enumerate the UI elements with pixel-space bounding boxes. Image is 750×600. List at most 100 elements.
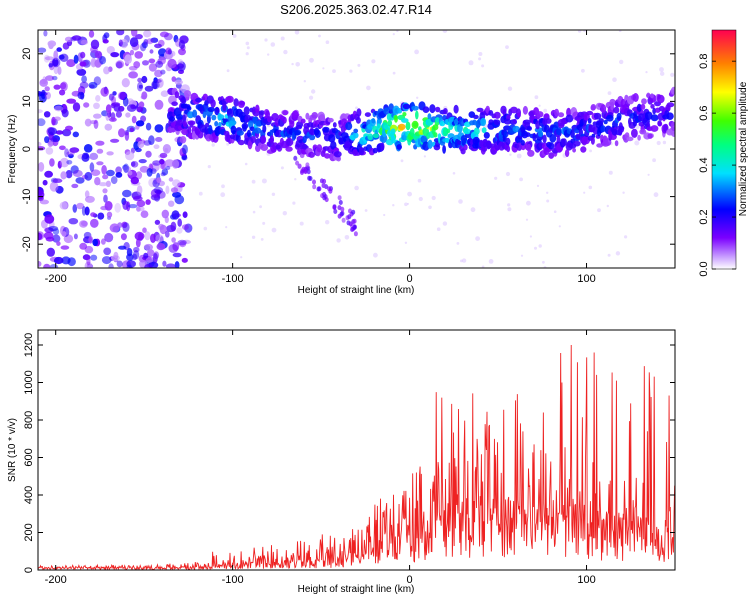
spectrogram-ridge-cell <box>205 122 210 128</box>
spectrogram-noise-cell <box>44 136 50 144</box>
spectrogram-noise-cell <box>160 69 166 75</box>
spectrogram-noise-cell <box>60 245 70 250</box>
spectrogram-faint-cell <box>336 238 341 243</box>
spectrogram-noise-cell <box>141 75 148 84</box>
spectrogram-faint-cell <box>538 104 541 107</box>
spectrogram-noise-cell <box>142 227 147 233</box>
spectrogram-ridge-cell <box>483 132 490 139</box>
spectrogram-noise-cell <box>90 254 98 261</box>
spectrogram-faint-cell <box>354 185 359 191</box>
spectrogram-xtick-label: -100 <box>222 273 244 285</box>
spectrogram-noise-cell <box>104 201 113 211</box>
spectrogram-noise-cell <box>122 222 130 233</box>
spectrogram-streak-cell <box>321 183 326 188</box>
spectrogram-faint-cell <box>325 220 330 225</box>
spectrogram-noise-cell <box>38 232 43 241</box>
spectrogram-faint-cell <box>400 159 404 163</box>
spectrogram-ridge-cell <box>296 121 304 128</box>
spectrogram-faint-cell <box>226 69 230 73</box>
spectrogram-ridge-cell <box>300 118 306 124</box>
spectrogram-noise-cell <box>153 144 160 149</box>
spectrogram-ridge-cell <box>398 123 406 131</box>
spectrogram-faint-cell <box>311 89 316 94</box>
snr-xtick-label: 0 <box>407 574 413 586</box>
spectrogram-noise-cell <box>105 180 111 187</box>
chart-title: S206.2025.363.02.47.R14 <box>280 2 432 17</box>
spectrogram-noise-cell <box>126 264 133 268</box>
spectrogram-noise-cell <box>97 212 105 220</box>
spectrogram-ridge-cell <box>652 107 657 115</box>
spectrogram-noise-cell <box>182 144 188 155</box>
spectrogram-faint-cell <box>653 192 659 198</box>
spectrogram-noise-cell <box>165 165 171 170</box>
spectrogram-faint-cell <box>470 207 476 213</box>
spectrogram-ridge-cell <box>239 100 246 106</box>
spectrogram-noise-cell <box>39 78 48 87</box>
spectrogram-ridge-cell <box>333 151 342 158</box>
spectrogram-noise-cell <box>72 102 81 112</box>
spectrogram-noise-cell <box>150 37 159 43</box>
spectrogram-ridge-cell <box>243 106 250 116</box>
spectrogram-ridge-cell <box>650 114 659 122</box>
spectrogram-noise-cell <box>137 81 143 92</box>
spectrogram-faint-cell <box>634 140 640 146</box>
spectrogram-faint-cell <box>460 259 463 263</box>
spectrogram-noise-cell <box>106 211 113 218</box>
spectrogram-faint-cell <box>251 235 256 239</box>
spectrogram-faint-cell <box>299 221 304 226</box>
spectrogram-faint-cell <box>383 213 386 217</box>
spectrogram-ridge-cell <box>463 144 468 151</box>
spectrogram-ridge-cell <box>262 124 267 133</box>
spectrogram-noise-cell <box>115 172 123 178</box>
spectrogram-noise-cell <box>159 31 169 38</box>
spectrogram-noise-cell <box>167 58 177 69</box>
spectrogram-noise-cell <box>181 257 188 263</box>
spectrogram-noise-cell <box>146 38 154 45</box>
spectrogram-faint-cell <box>581 68 585 73</box>
spectrogram-noise-cell <box>104 232 114 243</box>
spectrogram-ridge-cell <box>520 140 526 146</box>
spectrogram-faint-cell <box>588 185 593 190</box>
spectrogram-ridge-cell <box>650 125 659 132</box>
spectrogram-faint-cell <box>431 195 436 201</box>
spectrogram-faint-cell <box>526 200 531 206</box>
spectrogram-noise-cell <box>137 77 143 83</box>
spectrogram-noise-cell <box>128 71 139 79</box>
spectrogram-ridge-cell <box>587 118 592 124</box>
spectrogram-ridge-cell <box>670 121 675 131</box>
spectrogram-faint-cell <box>416 96 419 100</box>
spectrogram-xtick-label: -200 <box>45 273 67 285</box>
spectrogram-faint-cell <box>608 170 613 175</box>
spectrogram-noise-cell <box>53 256 64 265</box>
spectrogram-faint-cell <box>240 256 243 259</box>
spectrogram-xtick-label: 100 <box>577 273 595 285</box>
spectrogram-faint-cell <box>456 242 460 245</box>
spectrogram-noise-cell <box>102 174 109 180</box>
spectrogram-ridge-cell <box>442 145 446 154</box>
spectrogram-noise-cell <box>88 236 93 244</box>
spectrogram-faint-cell <box>271 192 276 196</box>
spectrogram-ridge-cell <box>222 102 227 112</box>
spectrogram-noise-cell <box>44 56 55 61</box>
spectrogram-ridge-cell <box>285 137 294 147</box>
spectrogram-ridge-cell <box>433 132 438 138</box>
spectrogram-noise-cell <box>38 47 47 53</box>
spectrogram-noise-cell <box>181 155 188 161</box>
spectrogram-noise-cell <box>143 252 149 259</box>
spectrogram-faint-cell <box>414 49 419 55</box>
spectrogram-noise-cell <box>94 177 101 186</box>
spectrogram-noise-cell <box>108 93 114 101</box>
spectrogram-faint-cell <box>494 176 498 180</box>
spectrogram-noise-cell <box>156 243 166 251</box>
colorbar-tick-label: 0.8 <box>698 54 710 69</box>
spectrogram-ridge-cell <box>480 117 487 127</box>
spectrogram-streak-cell <box>306 169 311 175</box>
spectrogram-ridge-cell <box>269 135 274 144</box>
spectrogram-noise-cell <box>79 220 88 228</box>
spectrogram-faint-cell <box>392 71 396 75</box>
spectrogram-faint-cell <box>404 202 408 207</box>
spectrogram-noise-cell <box>39 79 48 85</box>
spectrogram-faint-cell <box>251 179 256 184</box>
spectrogram-faint-cell <box>546 191 549 194</box>
spectrogram-noise-cell <box>172 242 180 252</box>
